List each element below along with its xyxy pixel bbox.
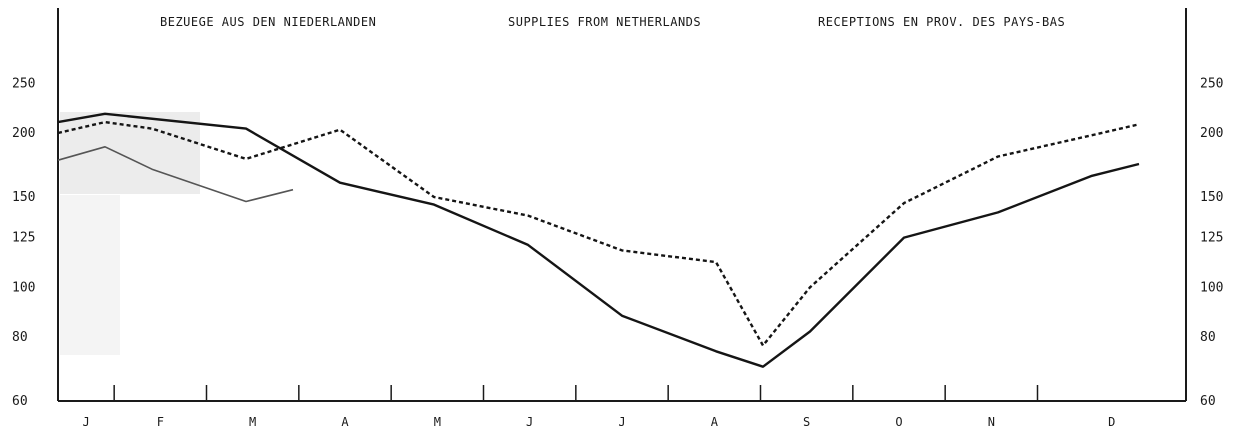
data-point-dotted (620, 248, 624, 252)
x-tick-label: S (803, 415, 810, 429)
data-point-solid (338, 181, 342, 185)
axes (57, 8, 1187, 402)
x-tick-label: O (895, 415, 902, 429)
y-tick-label-left: 250 (12, 76, 35, 91)
series-line-dotted (57, 120, 1140, 347)
y-tick-label-right: 125 (1200, 231, 1223, 246)
data-point-dotted (1137, 122, 1141, 126)
x-tick-label: M (434, 415, 441, 429)
data-point-solid (526, 243, 530, 247)
x-tick-label: M (249, 415, 256, 429)
y-tick-label-right: 150 (1200, 190, 1223, 205)
data-point-solid (1137, 162, 1141, 166)
chart-title-fr: RECEPTIONS EN PROV. DES PAYS-BAS (818, 15, 1065, 29)
data-point-dotted (338, 128, 342, 132)
chart-title-de: BEZUEGE AUS DEN NIEDERLANDEN (160, 15, 376, 29)
data-point-dotted (761, 344, 765, 348)
y-tick-label-right: 250 (1200, 76, 1223, 91)
y-tick-label-right: 80 (1200, 330, 1216, 345)
x-tick-label: F (157, 415, 164, 429)
data-point-solid (56, 120, 60, 124)
data-point-dotted (56, 131, 60, 135)
data-point-thin (103, 145, 107, 149)
x-tick-label: A (341, 415, 349, 429)
y-tick-label-left: 100 (12, 280, 35, 295)
y-tick-label-left: 200 (12, 126, 35, 141)
series-line-solid (57, 112, 1140, 368)
x-tick-label: N (988, 415, 995, 429)
x-tick-label: D (1108, 415, 1115, 429)
data-point-solid (244, 127, 248, 131)
data-point-dotted (902, 201, 906, 205)
data-point-dotted (526, 214, 530, 218)
y-tick-label-left: 150 (12, 190, 35, 205)
data-point-thin (291, 188, 295, 192)
data-point-solid (1090, 174, 1094, 178)
data-point-thin (56, 158, 60, 162)
y-tick-label-right: 200 (1200, 126, 1223, 141)
y-tick-label-right: 100 (1200, 280, 1223, 295)
data-point-dotted (714, 260, 718, 264)
left-y-axis: 60 80 100 125 150 200 250 (12, 76, 35, 409)
data-point-solid (902, 236, 906, 240)
data-point-dotted (244, 157, 248, 161)
series-line-thin (57, 146, 294, 203)
chart-title-en: SUPPLIES FROM NETHERLANDS (508, 15, 701, 29)
y-tick-label-left: 125 (12, 231, 35, 246)
x-tick-label: J (526, 415, 533, 429)
data-point-solid (103, 112, 107, 116)
data-point-thin (244, 200, 248, 204)
y-tick-label-right: 60 (1200, 394, 1216, 409)
data-point-dotted (150, 127, 154, 131)
y-tick-label-left: 80 (12, 330, 28, 345)
data-point-solid (808, 330, 812, 334)
data-point-thin (150, 167, 154, 171)
data-point-solid (432, 203, 436, 207)
data-point-dotted (1090, 133, 1094, 137)
data-point-solid (620, 314, 624, 318)
x-tick-label: J (82, 415, 89, 429)
data-point-dotted (103, 120, 107, 124)
data-point-solid (996, 210, 1000, 214)
x-tick-label: A (711, 415, 719, 429)
data-point-dotted (432, 195, 436, 199)
series-group (56, 112, 1141, 369)
data-point-solid (714, 349, 718, 353)
data-point-dotted (996, 155, 1000, 159)
y-tick-label-left: 60 (12, 394, 28, 409)
data-point-dotted (808, 285, 812, 289)
x-tick-label: J (618, 415, 625, 429)
shaded-backdrop (60, 195, 120, 355)
right-y-axis: 60 80 100 125 150 200 250 (1200, 76, 1223, 409)
data-point-solid (761, 365, 765, 369)
